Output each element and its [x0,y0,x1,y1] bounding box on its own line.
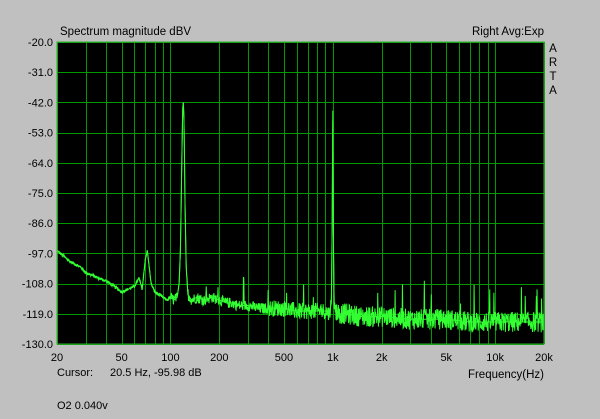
y-tick-label: -31.0 [28,67,53,79]
y-tick-label: -130.0 [22,339,53,351]
y-tick-label: -86.0 [28,218,53,230]
x-tick-label: 5k [440,352,452,364]
brand-letter: R [549,57,557,69]
x-tick-label: 200 [210,352,228,364]
brand-letter: T [549,71,556,83]
x-tick-label: 20k [535,352,553,364]
x-tick-label: 10k [486,352,504,364]
cursor-label: Cursor: [57,367,94,379]
x-tick-label: 500 [275,352,293,364]
y-tick-label: -108.0 [22,279,53,291]
top-right-label: Right Avg:Exp [472,26,544,38]
y-tick-label: -75.0 [28,188,53,200]
spectrum-trace-envelope [56,102,544,323]
y-tick-label: -97.0 [28,248,53,260]
chart-title: Spectrum magnitude dBV [60,26,191,38]
y-tick-label: -42.0 [28,97,53,109]
y-axis-ticks: -20.0 -31.0 -42.0 -53.0 -64.0 -75.0 -86.0 -97.0… [22,37,53,351]
brand-letter: A [549,43,557,55]
plot-border [56,41,545,345]
x-tick-label: 100 [161,352,179,364]
y-tick-label: -64.0 [28,158,53,170]
x-axis-ticks: 20 50 100 200 500 1k 2k 5k 10k 20k [51,352,553,364]
x-tick-label: 50 [115,352,127,364]
cursor-readout: 20.5 Hz, -95.98 dB [110,367,202,379]
brand-letter: A [549,85,557,97]
y-tick-label: -20.0 [28,37,53,49]
y-tick-label: -53.0 [28,128,53,140]
x-tick-label: 20 [51,352,63,364]
x-tick-label: 1k [327,352,339,364]
x-axis-label: Frequency(Hz) [468,369,544,381]
footer-status: O2 0.040v [57,400,108,412]
y-tick-label: -119.0 [23,309,53,321]
x-tick-label: 2k [376,352,388,364]
